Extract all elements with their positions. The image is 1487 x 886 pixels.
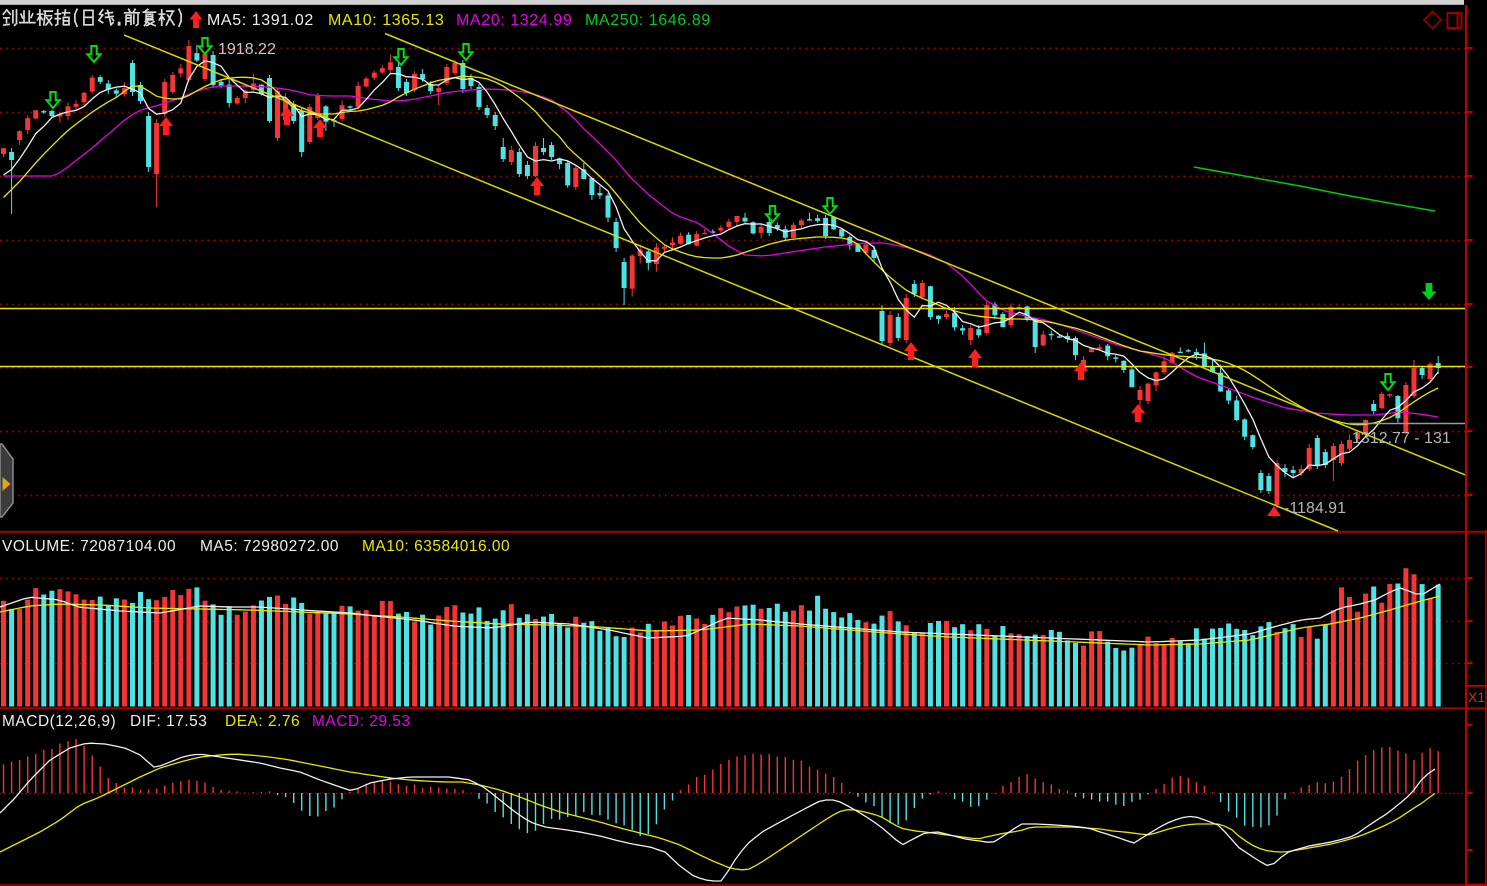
svg-text:MA10: 63584016.00: MA10: 63584016.00 [362,538,510,555]
svg-text:MA10: 1365.13: MA10: 1365.13 [328,12,444,29]
svg-text:VOLUME: 72087104.00: VOLUME: 72087104.00 [2,538,176,555]
svg-text:-1184.91: -1184.91 [1284,500,1346,517]
svg-text:MACD(12,26,9): MACD(12,26,9) [2,713,116,730]
svg-text:X1: X1 [1468,689,1485,705]
svg-text:1918.22: 1918.22 [218,41,276,58]
svg-text:MA5: 1391.02: MA5: 1391.02 [207,12,314,29]
svg-text:DIF: 17.53: DIF: 17.53 [130,713,207,730]
svg-text:MA20: 1324.99: MA20: 1324.99 [456,12,572,29]
svg-text:DEA: 2.76: DEA: 2.76 [225,713,300,730]
svg-text:MACD: 29.53: MACD: 29.53 [312,713,411,730]
svg-text:1312.77 - 131: 1312.77 - 131 [1352,430,1451,447]
svg-text:MA5: 72980272.00: MA5: 72980272.00 [200,538,339,555]
svg-text:MA250: 1646.89: MA250: 1646.89 [585,12,711,29]
